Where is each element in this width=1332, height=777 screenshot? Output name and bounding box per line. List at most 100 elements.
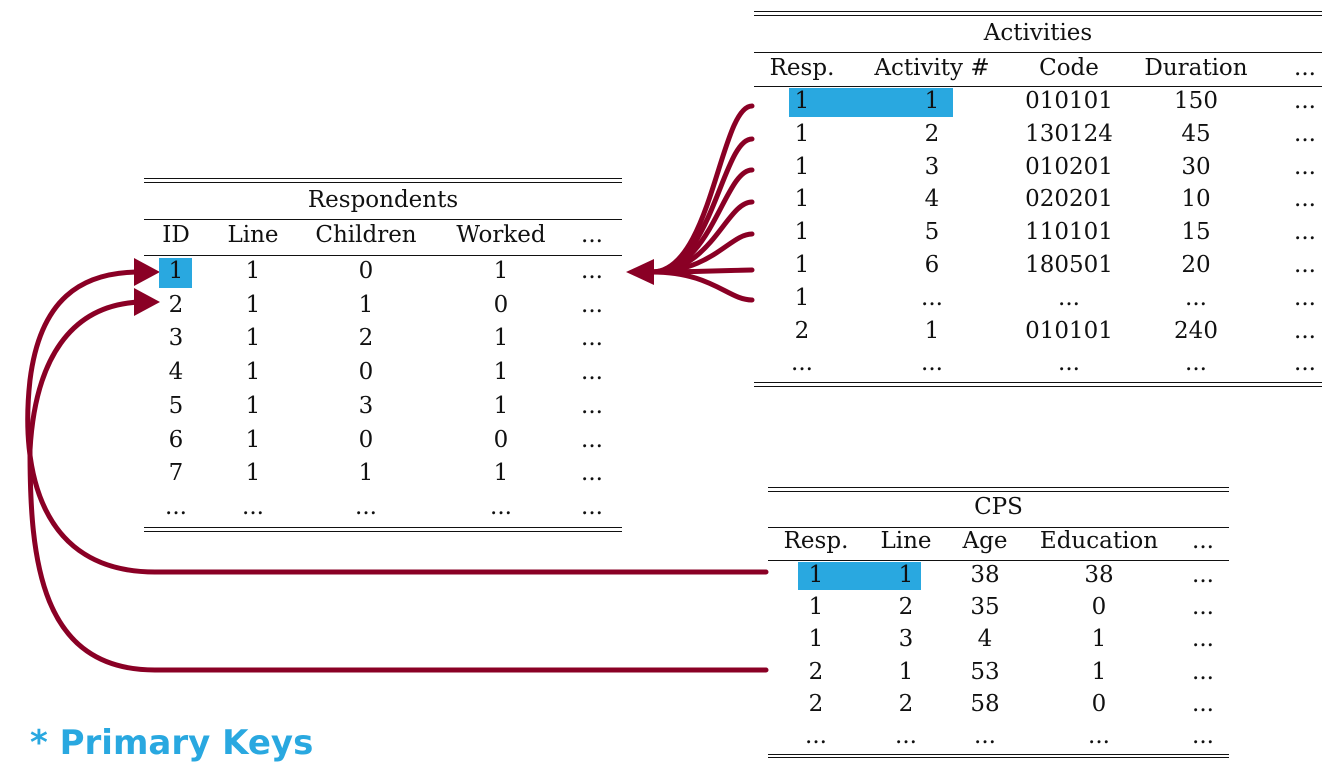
activities-table-cell: 1 bbox=[794, 186, 810, 213]
respondents-table-cell: ... bbox=[242, 493, 264, 520]
cps-table-cell: 53 bbox=[970, 658, 1000, 685]
cps-table-cell: 4 bbox=[977, 626, 993, 653]
respondents-bottom-rule-0 bbox=[144, 526, 622, 528]
cps-table-cell: 2 bbox=[898, 594, 914, 621]
cps-table-cell: ... bbox=[1088, 723, 1110, 749]
activities-rule-2 bbox=[754, 52, 1322, 53]
arrowhead-activities bbox=[626, 259, 654, 285]
activities-table-cell: ... bbox=[791, 350, 813, 377]
activities-table-cell: 5 bbox=[924, 219, 940, 246]
activities-table-cell: 1 bbox=[794, 88, 810, 114]
activities-table-cell: 1 bbox=[794, 252, 810, 278]
cps-table-cell: 1 bbox=[1091, 658, 1107, 685]
activities-table-cell: 1 bbox=[794, 284, 810, 311]
activities-table-cell: 10 bbox=[1181, 186, 1211, 213]
cps-table-cell: 1 bbox=[808, 626, 824, 653]
activities-table-cell: 150 bbox=[1174, 88, 1218, 114]
cps-table-cell: ... bbox=[805, 723, 827, 749]
activities-table-cell: ... bbox=[1294, 120, 1316, 147]
cps-table-cell: 2 bbox=[808, 658, 824, 685]
activities-table-cell: 110101 bbox=[1025, 219, 1113, 246]
activities-table-cell: 2 bbox=[924, 120, 940, 147]
respondents-table: Respondents ID Line Children Worked... 1 1 0 1..… bbox=[144, 178, 622, 538]
respondents-column-header: Children bbox=[315, 222, 417, 248]
activities-table-cell: 1 bbox=[794, 120, 810, 147]
primary-keys-legend: * Primary Keys bbox=[30, 723, 314, 763]
activities-table-cell: 4 bbox=[924, 186, 940, 213]
respondents-table-title: Respondents bbox=[307, 187, 459, 213]
activities-table-title: Activities bbox=[983, 20, 1093, 46]
respondents-table-cell: ... bbox=[355, 493, 377, 520]
respondents-table-cell: 1 bbox=[493, 359, 509, 386]
respondents-rule-0 bbox=[144, 178, 622, 179]
arrow-cps-row-1 bbox=[25, 269, 769, 575]
cps-column-header: Age bbox=[962, 528, 1008, 554]
respondents-table-cell: ... bbox=[581, 325, 603, 352]
respondents-table-cell: 1 bbox=[245, 392, 261, 419]
activities-table-cell: ... bbox=[1294, 219, 1316, 246]
respondents-table-cell: 1 bbox=[245, 258, 261, 284]
cps-table-cell: 38 bbox=[1084, 562, 1114, 588]
activities-table-cell: ... bbox=[1185, 350, 1207, 377]
cps-rule-2 bbox=[768, 527, 1229, 528]
respondents-table-cell: 0 bbox=[493, 291, 509, 318]
respondents-table-cell: 3 bbox=[358, 392, 374, 419]
activities-rule-0 bbox=[754, 11, 1322, 12]
cps-rule-1 bbox=[768, 491, 1229, 492]
arrow-cps-row-4 bbox=[27, 299, 769, 673]
cps-table-cell: ... bbox=[1192, 562, 1214, 588]
respondents-table-cell: 1 bbox=[245, 291, 261, 318]
respondents-table-cell: 2 bbox=[168, 291, 184, 318]
respondents-table-cell: ... bbox=[581, 426, 603, 453]
respondents-table-cell: 1 bbox=[168, 258, 184, 284]
activities-table-cell: ... bbox=[1294, 88, 1316, 114]
respondents-table-cell: 1 bbox=[358, 460, 374, 487]
cps-column-header: ... bbox=[1192, 528, 1214, 554]
respondents-table-cell: 1 bbox=[493, 325, 509, 352]
respondents-column-header: Line bbox=[227, 222, 279, 248]
activities-table-cell: ... bbox=[1294, 317, 1316, 344]
respondents-table-cell: 1 bbox=[245, 325, 261, 352]
respondents-table-cell: ... bbox=[490, 493, 512, 520]
cps-rule-3 bbox=[768, 560, 1229, 561]
respondents-table-cell: ... bbox=[581, 460, 603, 487]
arrowhead-cps-row-1 bbox=[134, 258, 160, 286]
respondents-bottom-rule-1 bbox=[144, 530, 622, 532]
respondents-table-cell: 7 bbox=[168, 460, 184, 487]
activities-table-cell: 45 bbox=[1181, 120, 1211, 147]
respondents-table-cell: 1 bbox=[493, 258, 509, 284]
activities-table-cell: 1 bbox=[924, 88, 940, 114]
activities-table-cell: 1 bbox=[924, 317, 940, 344]
cps-table-cell: 1 bbox=[898, 658, 914, 685]
cps-table-cell: 58 bbox=[970, 690, 1000, 717]
respondents-primary-key-highlight bbox=[159, 258, 192, 288]
activities-table-cell: ... bbox=[1294, 252, 1316, 278]
activities-table-cell: 30 bbox=[1181, 153, 1211, 180]
activities-table-cell: 2 bbox=[794, 317, 810, 344]
respondents-table-cell: ... bbox=[581, 392, 603, 419]
respondents-table-cell: 1 bbox=[245, 460, 261, 487]
cps-table-cell: ... bbox=[974, 723, 996, 749]
respondents-table-cell: 0 bbox=[358, 426, 374, 453]
activities-table-cell: 15 bbox=[1181, 219, 1211, 246]
activities-rule-3 bbox=[754, 86, 1322, 87]
activities-column-header: Resp. bbox=[769, 55, 835, 81]
respondents-table-cell: ... bbox=[581, 291, 603, 318]
activities-table-cell: ... bbox=[1058, 284, 1080, 311]
cps-table-cell: ... bbox=[1192, 723, 1214, 749]
cps-table-cell: 3 bbox=[898, 626, 914, 653]
activities-column-header: Duration bbox=[1144, 55, 1248, 81]
cps-column-header: Education bbox=[1039, 528, 1159, 554]
respondents-table-cell: 1 bbox=[245, 426, 261, 453]
respondents-table-cell: 0 bbox=[493, 426, 509, 453]
activities-table-cell: 180501 bbox=[1025, 252, 1113, 278]
activities-table-cell: 3 bbox=[924, 153, 940, 180]
cps-table-cell: ... bbox=[1192, 658, 1214, 685]
cps-rule-0 bbox=[768, 487, 1229, 488]
activities-bottom-rule-1 bbox=[754, 386, 1322, 388]
activities-table-cell: 1 bbox=[794, 153, 810, 180]
activities-table-cell: 240 bbox=[1174, 317, 1218, 344]
activities-primary-key-highlight bbox=[789, 88, 953, 117]
cps-table-cell: 1 bbox=[1091, 626, 1107, 653]
activities-table-cell: 010101 bbox=[1025, 317, 1113, 344]
